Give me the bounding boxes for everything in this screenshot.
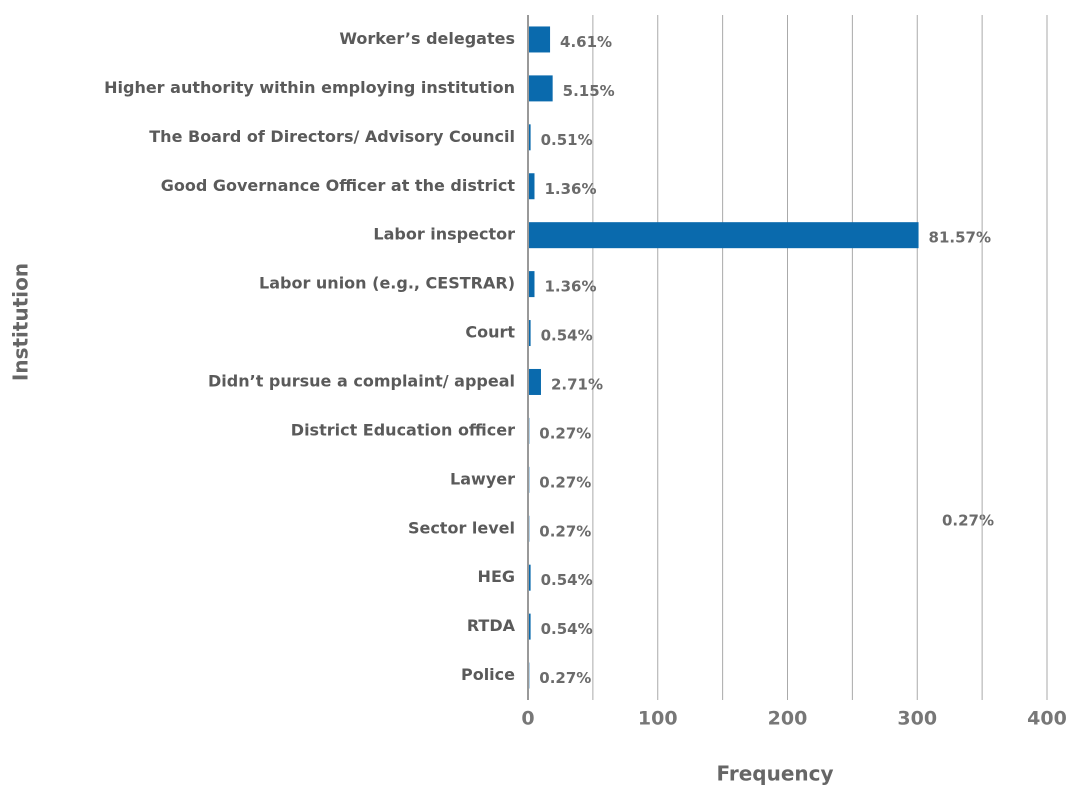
x-tick-label: 300 bbox=[897, 708, 937, 730]
x-tick-label: 0 bbox=[521, 708, 534, 730]
y-tick-label: Worker’s delegates bbox=[339, 29, 515, 48]
data-label: 0.27% bbox=[539, 424, 591, 442]
y-tick-label: District Education officer bbox=[291, 420, 515, 439]
y-tick-label: Court bbox=[465, 323, 515, 342]
data-label: 4.61% bbox=[560, 33, 612, 51]
y-tick-label: Sector level bbox=[408, 518, 515, 537]
y-tick-label: Good Governance Officer at the district bbox=[161, 176, 516, 195]
bar bbox=[528, 173, 535, 200]
y-tick-label: Labor inspector bbox=[373, 225, 515, 244]
y-tick-label: HEG bbox=[478, 567, 515, 586]
y-tick-label: RTDA bbox=[467, 616, 516, 635]
bar bbox=[528, 271, 535, 298]
y-tick-label: Lawyer bbox=[450, 469, 515, 488]
bar bbox=[528, 613, 531, 640]
data-label: 0.27% bbox=[539, 669, 591, 687]
data-label: 81.57% bbox=[929, 229, 991, 247]
y-tick-label: Higher authority within employing instit… bbox=[104, 78, 515, 97]
bar bbox=[528, 124, 531, 151]
bar bbox=[528, 75, 553, 102]
data-label: 1.36% bbox=[544, 278, 596, 296]
bar bbox=[528, 320, 531, 347]
data-label: 0.54% bbox=[541, 327, 593, 345]
data-label: 1.36% bbox=[544, 180, 596, 198]
data-label: 0.27% bbox=[539, 473, 591, 491]
y-tick-label: Labor union (e.g., CESTRAR) bbox=[259, 274, 515, 293]
bar bbox=[528, 564, 531, 591]
bar bbox=[528, 26, 551, 53]
bar bbox=[528, 368, 541, 395]
data-label: 2.71% bbox=[551, 375, 603, 393]
x-tick-label: 100 bbox=[638, 708, 678, 730]
y-tick-label: Didn’t pursue a complaint/ appeal bbox=[208, 371, 515, 390]
x-tick-label: 400 bbox=[1027, 708, 1067, 730]
data-label: 0.27% bbox=[539, 522, 591, 540]
annotation: 0.27% bbox=[942, 512, 994, 530]
bar bbox=[528, 222, 919, 249]
data-label: 5.15% bbox=[563, 82, 615, 100]
data-label: 0.54% bbox=[541, 620, 593, 638]
y-tick-label: The Board of Directors/ Advisory Council bbox=[149, 127, 515, 146]
x-tick-label: 200 bbox=[768, 708, 808, 730]
data-label: 0.54% bbox=[541, 571, 593, 589]
data-label: 0.51% bbox=[541, 131, 593, 149]
y-tick-label: Police bbox=[461, 665, 515, 684]
x-axis-label: Frequency bbox=[716, 762, 833, 786]
y-axis-label: Institution bbox=[9, 263, 33, 381]
